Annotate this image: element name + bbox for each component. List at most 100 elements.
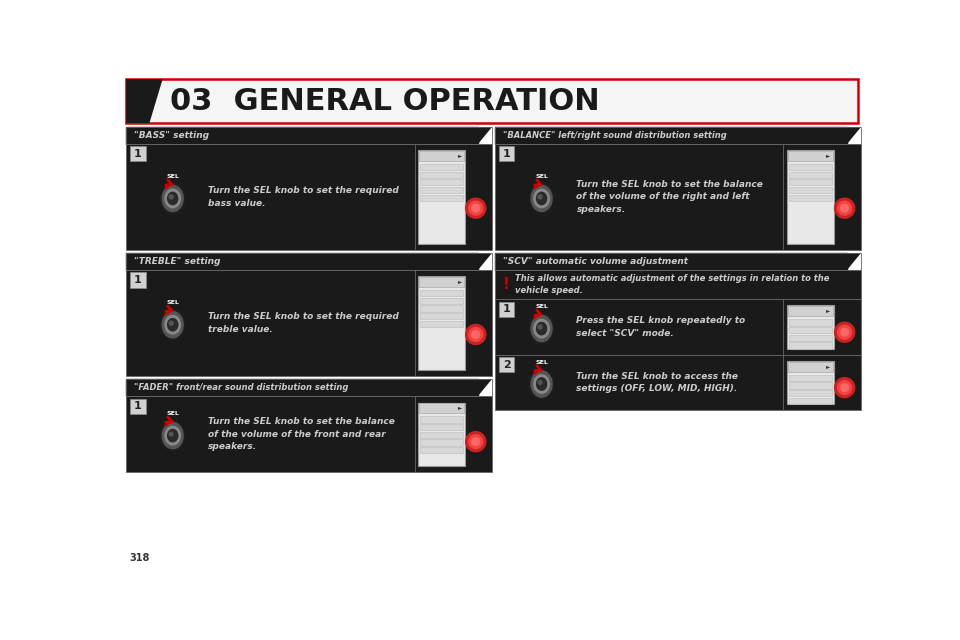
Circle shape [468, 435, 483, 449]
Circle shape [472, 438, 480, 445]
Bar [420, 440, 464, 445]
Text: SEL: SEL [535, 360, 548, 365]
FancyBboxPatch shape [499, 301, 515, 317]
Polygon shape [126, 79, 162, 123]
FancyBboxPatch shape [126, 79, 858, 123]
FancyBboxPatch shape [499, 146, 515, 161]
Circle shape [841, 328, 849, 336]
FancyBboxPatch shape [495, 144, 861, 250]
FancyBboxPatch shape [130, 273, 146, 288]
Bar [789, 172, 832, 178]
Bar [420, 305, 464, 312]
Bar [420, 424, 464, 430]
Ellipse shape [169, 321, 173, 325]
Text: 318: 318 [130, 554, 150, 563]
Ellipse shape [531, 186, 552, 212]
Bar [789, 179, 832, 186]
Bar [420, 195, 464, 201]
Circle shape [466, 324, 486, 344]
FancyBboxPatch shape [130, 399, 146, 414]
FancyBboxPatch shape [495, 270, 861, 300]
FancyBboxPatch shape [419, 150, 465, 244]
Text: SEL: SEL [166, 412, 180, 417]
Bar [126, 127, 492, 144]
Bar [420, 417, 464, 422]
Bar [420, 290, 464, 296]
Ellipse shape [162, 312, 183, 338]
Bar [420, 447, 464, 453]
Circle shape [466, 198, 486, 218]
Bar [126, 380, 478, 396]
Text: SEL: SEL [535, 174, 548, 179]
FancyBboxPatch shape [787, 150, 834, 244]
Bar [420, 403, 464, 413]
Polygon shape [478, 253, 492, 270]
Bar [420, 172, 464, 178]
Text: 1: 1 [503, 305, 511, 314]
FancyBboxPatch shape [495, 355, 861, 410]
Polygon shape [847, 127, 861, 144]
Ellipse shape [534, 189, 549, 208]
Ellipse shape [529, 313, 554, 344]
Circle shape [841, 384, 849, 392]
FancyBboxPatch shape [499, 357, 515, 372]
Bar [789, 342, 832, 349]
Bar [789, 375, 832, 381]
Bar [495, 253, 847, 270]
Text: "BALANCE" left/right sound distribution setting: "BALANCE" left/right sound distribution … [503, 131, 727, 140]
Bar [420, 313, 464, 319]
Polygon shape [478, 380, 492, 396]
Ellipse shape [537, 378, 546, 390]
Bar [788, 307, 833, 316]
Bar [789, 187, 832, 193]
Text: "TREBLE" setting: "TREBLE" setting [134, 257, 221, 266]
Circle shape [841, 204, 849, 212]
Bar [495, 253, 861, 270]
Text: This allows automatic adjustment of the settings in relation to the
vehicle spee: This allows automatic adjustment of the … [516, 274, 829, 296]
Ellipse shape [537, 192, 546, 205]
FancyBboxPatch shape [130, 146, 146, 161]
Text: "FADER" front/rear sound distribution setting: "FADER" front/rear sound distribution se… [134, 383, 348, 392]
Circle shape [472, 331, 480, 339]
Text: Turn the SEL knob to access the
settings (OFF, LOW, MID, HIGH).: Turn the SEL knob to access the settings… [576, 372, 738, 393]
Text: 1: 1 [503, 148, 511, 159]
Circle shape [838, 325, 852, 339]
Ellipse shape [160, 309, 185, 340]
FancyBboxPatch shape [419, 403, 465, 466]
Ellipse shape [169, 432, 173, 436]
Bar [420, 321, 464, 327]
Text: ►: ► [458, 405, 462, 410]
Circle shape [468, 328, 483, 341]
Bar [420, 298, 464, 304]
Bar [420, 179, 464, 186]
Ellipse shape [165, 426, 180, 445]
Circle shape [468, 201, 483, 215]
Text: Turn the SEL knob to set the balance
of the volume of the right and left
speaker: Turn the SEL knob to set the balance of … [576, 180, 763, 214]
Bar [126, 380, 492, 396]
Ellipse shape [531, 371, 552, 397]
Bar [789, 319, 832, 326]
Circle shape [466, 431, 486, 452]
FancyBboxPatch shape [126, 144, 492, 250]
Ellipse shape [531, 316, 552, 342]
Bar [789, 398, 832, 404]
Text: SEL: SEL [535, 305, 548, 309]
Text: Turn the SEL knob to set the balance
of the volume of the front and rear
speaker: Turn the SEL knob to set the balance of … [207, 417, 395, 451]
FancyBboxPatch shape [787, 361, 834, 404]
Bar [789, 390, 832, 396]
Ellipse shape [165, 316, 180, 334]
Text: SEL: SEL [166, 301, 180, 305]
Circle shape [472, 204, 480, 212]
Ellipse shape [539, 325, 542, 329]
Bar [420, 277, 464, 287]
Text: ►: ► [458, 279, 462, 284]
FancyBboxPatch shape [126, 270, 492, 376]
Ellipse shape [168, 319, 178, 331]
Bar [126, 127, 478, 144]
Text: !: ! [502, 277, 510, 292]
Polygon shape [478, 127, 492, 144]
FancyBboxPatch shape [495, 300, 861, 355]
Ellipse shape [529, 369, 554, 399]
Circle shape [834, 322, 854, 342]
Circle shape [834, 378, 854, 397]
